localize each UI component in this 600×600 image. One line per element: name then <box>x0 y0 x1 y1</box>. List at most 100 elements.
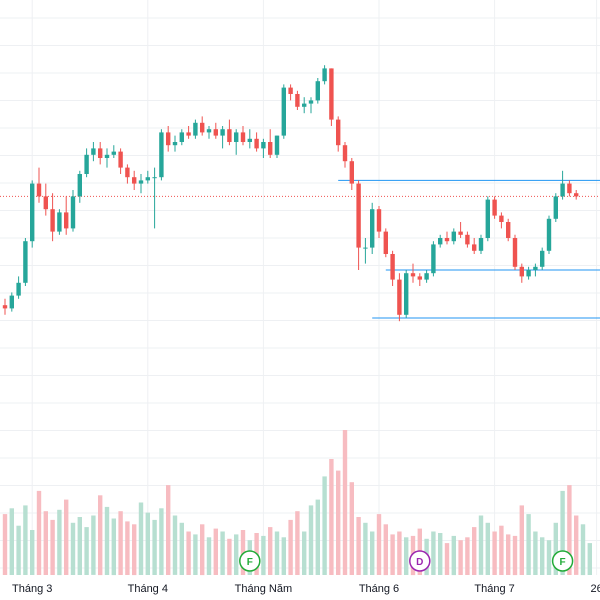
volume-bar <box>288 519 293 575</box>
volume-bar <box>404 537 409 575</box>
volume-bar <box>533 531 538 575</box>
candle <box>268 129 273 158</box>
volume-bar <box>560 490 565 575</box>
candle <box>431 241 436 277</box>
volume-bar <box>91 515 96 575</box>
candle <box>540 247 545 270</box>
volume-bar <box>57 509 62 576</box>
time-axis: Tháng 3 Tháng 4 Tháng Năm Tháng 6 Tháng 7 26 <box>12 583 600 595</box>
volume-bar <box>240 530 246 575</box>
financials-event-marker[interactable]: F <box>551 550 574 572</box>
candle <box>472 238 477 254</box>
candle <box>308 97 314 114</box>
candle <box>57 209 62 235</box>
volume-bars <box>2 430 592 576</box>
financials-event-marker[interactable]: F <box>239 550 261 572</box>
candle <box>288 84 293 101</box>
candle <box>43 183 48 216</box>
volume-bar <box>438 533 443 575</box>
volume-bar <box>118 511 123 575</box>
volume-bar <box>172 515 178 575</box>
candle <box>322 65 327 85</box>
volume-bar <box>390 534 395 575</box>
volume-bar <box>458 540 463 575</box>
candle <box>118 148 123 174</box>
candle <box>159 129 164 181</box>
volume-bar <box>546 540 552 575</box>
candle <box>349 158 354 190</box>
candle <box>499 212 504 229</box>
volume-bar <box>315 499 320 575</box>
volume-bar <box>43 511 48 575</box>
candle <box>125 164 130 184</box>
candle <box>295 90 300 110</box>
volume-bar <box>281 537 286 575</box>
volume-bar <box>36 490 42 575</box>
volume-bar <box>84 527 89 575</box>
volume-bar <box>213 528 218 575</box>
candle <box>91 142 96 162</box>
grid <box>0 0 600 575</box>
candle <box>16 276 21 299</box>
candle <box>70 190 76 232</box>
x-tick-label: 26 <box>590 583 600 595</box>
volume-bar <box>492 531 497 575</box>
candle <box>438 234 443 248</box>
volume-bar <box>580 524 586 576</box>
candle <box>342 142 348 168</box>
candle <box>220 126 225 149</box>
candle <box>261 138 266 158</box>
volume-bar <box>30 530 35 575</box>
candle <box>2 298 8 315</box>
volume-bar <box>9 508 14 575</box>
volume-bar <box>574 515 579 575</box>
candle <box>451 228 456 245</box>
price-levels <box>0 179 600 319</box>
candle <box>336 116 341 152</box>
volume-bar <box>16 525 21 575</box>
candle <box>444 231 450 245</box>
candle <box>329 68 334 126</box>
candle <box>104 148 110 168</box>
volume-bar <box>376 514 382 575</box>
candle <box>506 218 511 242</box>
x-tick-label: Tháng 6 <box>359 583 399 595</box>
volume-bar <box>234 534 239 575</box>
dividend-event-marker[interactable]: D <box>409 550 431 572</box>
candle <box>84 148 89 178</box>
candle <box>492 196 497 219</box>
volume-bar <box>77 517 82 575</box>
candle <box>370 202 375 254</box>
volume-bar <box>186 531 191 575</box>
volume-bar <box>98 495 103 576</box>
candle <box>376 206 382 238</box>
volume-bar <box>397 531 402 575</box>
volume-bar <box>104 506 110 575</box>
volume-bar <box>336 470 341 575</box>
volume-bar <box>342 430 348 575</box>
candle <box>533 263 538 277</box>
volume-bar <box>519 505 524 575</box>
candle <box>145 170 150 184</box>
candle <box>166 126 171 152</box>
volume-bar <box>308 505 314 575</box>
candle <box>417 273 422 286</box>
x-tick-label: Tháng 4 <box>128 583 168 595</box>
candle <box>410 263 416 283</box>
volume-bar <box>23 505 28 575</box>
volume-bar <box>349 482 354 575</box>
volume-bar <box>451 535 456 576</box>
volume-bar <box>567 485 572 575</box>
candle <box>281 84 286 139</box>
volume-bar <box>383 524 388 576</box>
candle <box>179 129 184 146</box>
volume-bar <box>261 535 266 576</box>
candle <box>213 122 218 139</box>
candle <box>64 196 69 235</box>
candle <box>567 180 572 197</box>
volume-bar <box>132 524 137 576</box>
volume-bar <box>587 543 592 575</box>
volume-bar <box>322 476 327 575</box>
